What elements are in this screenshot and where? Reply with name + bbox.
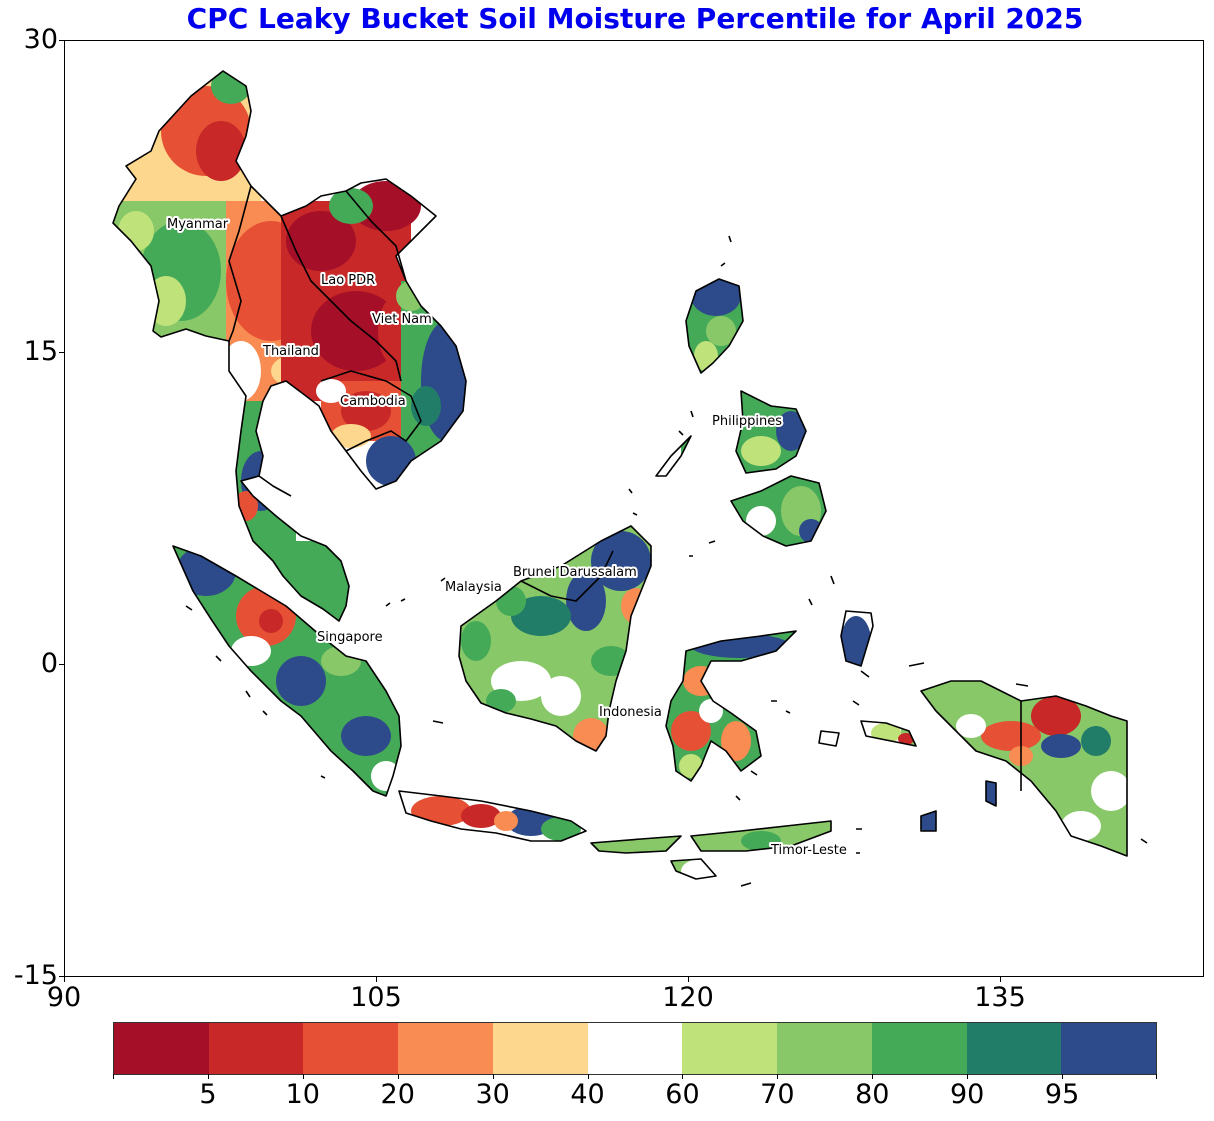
colorbar-tick <box>113 1074 114 1079</box>
label-brunei: Brunei Darussalam <box>513 565 637 580</box>
soil-moisture-map: Myanmar Lao PDR Viet Nam Thailand Cambod… <box>112 70 1148 887</box>
colorbar-tick-label: 40 <box>570 1079 605 1110</box>
colorbar-tick-label: 80 <box>855 1079 890 1110</box>
label-malaysia: Malaysia <box>445 580 502 595</box>
label-indonesia: Indonesia <box>599 705 662 720</box>
colorbar-swatch-5 <box>587 1023 683 1074</box>
label-viet-nam: Viet Nam <box>372 312 432 327</box>
label-timor-leste: Timor-Leste <box>770 843 847 858</box>
colorbar-swatch-1 <box>208 1023 304 1074</box>
colorbar-tick-label: 70 <box>760 1079 795 1110</box>
colorbar-tick <box>492 1074 494 1079</box>
colorbar-tick <box>587 1074 589 1079</box>
map-title: CPC Leaky Bucket Soil Moisture Percentil… <box>186 2 1084 35</box>
colorbar-tick-label: 90 <box>949 1079 985 1110</box>
colorbar-tick-label: 20 <box>380 1079 415 1110</box>
label-lao-pdr: Lao PDR <box>321 273 375 288</box>
colorbar-swatch-6 <box>682 1023 778 1074</box>
colorbar-swatch-8 <box>871 1023 967 1074</box>
colorbar-tick <box>872 1074 874 1079</box>
label-thailand: Thailand <box>262 344 319 359</box>
colorbar-swatch-2 <box>303 1023 399 1074</box>
x-tick-120: 120 <box>662 982 714 1013</box>
country-labels: Myanmar Lao PDR Viet Nam Thailand Cambod… <box>165 215 849 860</box>
colorbar-tick <box>302 1074 304 1079</box>
coastlines <box>112 70 1148 887</box>
colorbar-tick <box>682 1074 684 1079</box>
moisture-field <box>113 71 1127 879</box>
colorbar-swatch-10 <box>1061 1023 1157 1074</box>
label-philippines: Philippines <box>712 414 782 429</box>
colorbar-tick <box>397 1074 399 1079</box>
colorbar-tick-label: 10 <box>285 1079 320 1110</box>
map-plot-area: Myanmar Lao PDR Viet Nam Thailand Cambod… <box>64 40 1204 977</box>
colorbar-swatch-4 <box>492 1023 588 1074</box>
colorbar-swatch-9 <box>966 1023 1062 1074</box>
x-tick-105: 105 <box>350 982 402 1013</box>
colorbar-swatch-0 <box>114 1023 209 1074</box>
y-tick-30: 30 <box>23 24 58 55</box>
colorbar-tick <box>967 1074 969 1079</box>
colorbar-tick-label: 5 <box>199 1079 217 1110</box>
colorbar <box>113 1022 1157 1075</box>
label-cambodia: Cambodia <box>340 394 406 409</box>
y-tick-neg15: -15 <box>13 960 58 991</box>
colorbar-tick-label: 95 <box>1044 1079 1080 1110</box>
y-tick-15: 15 <box>23 336 58 367</box>
colorbar-tick-label: 30 <box>475 1079 510 1110</box>
x-tick-90: 90 <box>46 982 82 1013</box>
colorbar-tick-label: 60 <box>665 1079 700 1110</box>
colorbar-tick <box>1156 1074 1157 1079</box>
colorbar-swatch-7 <box>777 1023 872 1074</box>
colorbar-swatch-3 <box>398 1023 493 1074</box>
label-singapore: Singapore <box>317 630 383 645</box>
x-tick-135: 135 <box>974 982 1026 1013</box>
y-tick-0: 0 <box>40 648 58 679</box>
colorbar-tick <box>777 1074 779 1079</box>
colorbar-tick <box>1062 1074 1064 1079</box>
label-myanmar: Myanmar <box>167 217 229 232</box>
colorbar-tick <box>207 1074 209 1079</box>
